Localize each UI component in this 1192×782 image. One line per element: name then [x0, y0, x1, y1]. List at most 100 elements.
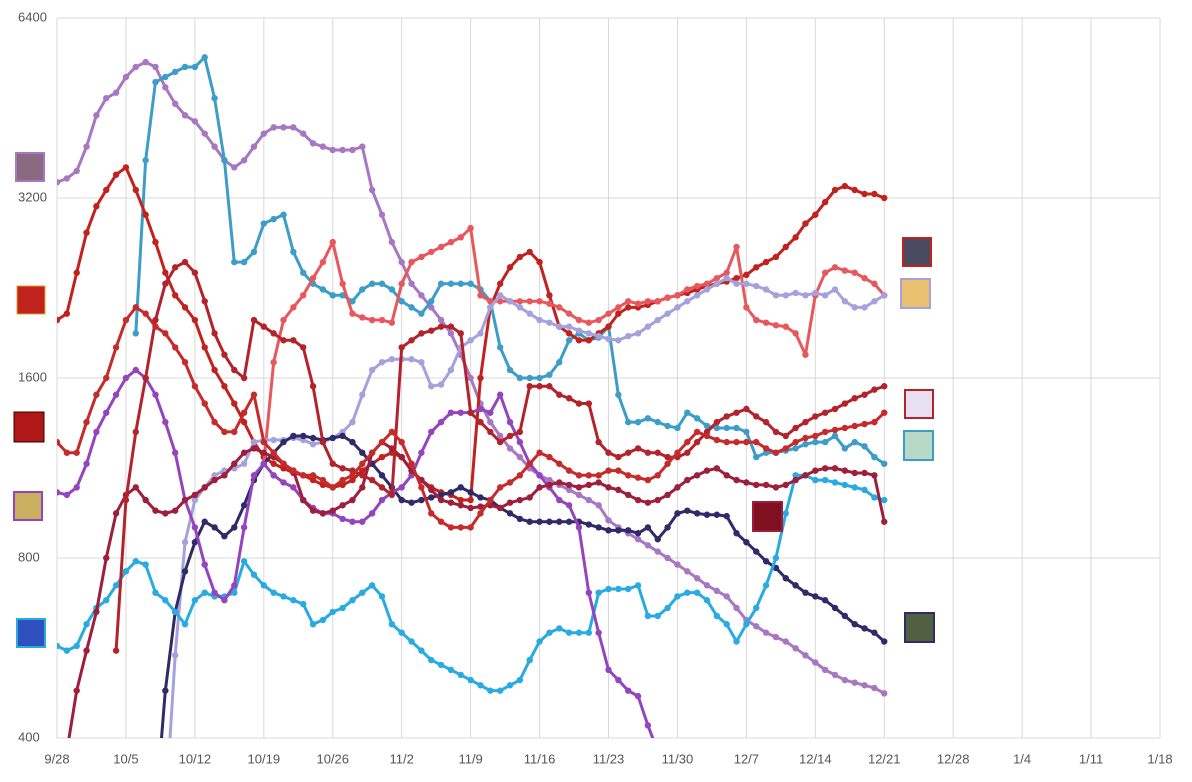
data-point	[861, 391, 868, 398]
data-point	[231, 428, 238, 436]
data-point	[723, 512, 730, 520]
data-point	[339, 465, 346, 472]
data-point	[664, 460, 671, 467]
data-point	[821, 292, 829, 299]
data-point	[871, 298, 878, 305]
data-point	[112, 171, 120, 178]
data-point	[624, 418, 632, 426]
data-point	[605, 323, 612, 330]
data-point	[624, 687, 632, 694]
data-point	[447, 330, 455, 337]
data-point	[753, 438, 760, 446]
data-point	[526, 383, 533, 390]
data-point	[575, 400, 583, 407]
data-point	[841, 467, 849, 474]
data-point	[309, 476, 317, 484]
data-point	[280, 316, 287, 324]
data-point	[201, 561, 208, 568]
data-point	[605, 527, 612, 534]
data-point	[378, 484, 386, 491]
data-point	[487, 409, 494, 416]
data-point	[565, 323, 573, 330]
x-tick-label: 12/14	[799, 751, 832, 766]
data-point	[152, 323, 159, 330]
data-point	[477, 503, 484, 510]
data-point	[398, 298, 405, 305]
data-point	[428, 327, 435, 334]
x-tick-label: 11/16	[524, 751, 556, 766]
data-point	[812, 432, 819, 440]
data-point	[457, 496, 464, 504]
data-point	[516, 453, 524, 461]
data-point	[211, 524, 218, 531]
data-point	[575, 524, 583, 531]
data-point	[871, 472, 878, 479]
data-point	[664, 491, 671, 499]
data-point	[713, 280, 721, 287]
data-point	[871, 386, 878, 393]
data-point	[250, 571, 258, 578]
data-point	[821, 597, 829, 604]
data-point	[861, 486, 868, 494]
data-point	[664, 554, 671, 562]
data-point	[280, 460, 287, 467]
data-point	[93, 391, 100, 398]
data-point	[142, 58, 149, 66]
data-point	[201, 484, 208, 491]
data-point	[644, 499, 652, 506]
data-point	[83, 143, 90, 150]
data-point	[782, 510, 789, 517]
data-point	[605, 310, 612, 317]
data-point	[388, 286, 396, 293]
icon	[902, 237, 932, 267]
data-point	[93, 112, 100, 119]
data-point	[605, 449, 612, 456]
data-point	[260, 582, 268, 589]
data-point	[309, 472, 317, 479]
data-point	[575, 484, 583, 491]
data-point	[467, 280, 474, 287]
data-point	[132, 428, 139, 436]
data-point	[782, 575, 789, 582]
data-point	[191, 316, 199, 324]
data-point	[457, 484, 464, 491]
data-point	[762, 286, 770, 293]
data-point	[674, 561, 681, 568]
data-point	[83, 647, 90, 654]
data-point	[142, 310, 149, 317]
data-point	[753, 623, 760, 630]
data-point	[536, 638, 543, 645]
data-point	[565, 518, 573, 525]
data-point	[772, 633, 780, 641]
data-point	[861, 469, 868, 477]
data-point	[565, 486, 573, 494]
data-point	[152, 78, 159, 86]
data-point	[359, 518, 366, 525]
data-point	[211, 143, 218, 150]
data-point	[733, 424, 740, 432]
data-point	[693, 510, 701, 517]
data-point	[753, 453, 760, 461]
data-point	[556, 304, 563, 311]
data-point	[861, 682, 868, 689]
data-point	[812, 476, 819, 484]
data-point	[733, 409, 740, 416]
data-point	[674, 449, 681, 456]
data-point	[624, 527, 632, 534]
data-point	[428, 298, 435, 305]
data-point	[290, 432, 297, 440]
data-point	[290, 337, 297, 344]
data-point	[723, 269, 730, 276]
data-point	[280, 465, 287, 472]
data-point	[536, 383, 543, 390]
data-point	[428, 510, 435, 517]
data-point	[851, 484, 858, 491]
data-point	[142, 496, 149, 504]
data-point	[162, 510, 169, 517]
data-point	[122, 164, 130, 171]
data-point	[802, 220, 809, 227]
data-point	[881, 460, 888, 467]
data-point	[63, 491, 71, 499]
data-point	[851, 679, 858, 686]
data-point	[753, 282, 760, 290]
